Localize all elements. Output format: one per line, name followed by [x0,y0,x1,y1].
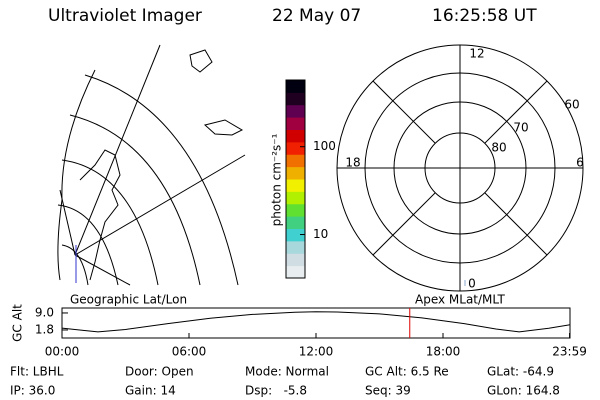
polar-label: Apex MLat/MLT [415,293,505,307]
colorbar-swatch [286,129,305,143]
colorbar-swatch [286,80,305,93]
polar-plot [336,44,584,292]
colorbar-swatch [286,265,305,279]
colorbar-swatch [286,253,305,267]
altitude-label: GC Alt [11,304,25,342]
mlt-label: 18 [345,156,360,170]
colorbar-swatch [286,216,305,229]
footer-field: GC Alt: 6.5 Re [365,365,449,379]
x-tick-label: 12:00 [299,345,334,359]
lat-label: 80 [491,141,506,155]
colorbar-swatch [286,141,305,155]
y-tick-label: 9.0 [35,305,54,319]
altitude-plot: 9.0 1.8 00:00 06:00 12:00 18:00 23:59 [35,305,587,358]
colorbar-swatch [286,179,305,192]
colorbar-swatch [286,166,305,180]
colorbar-swatch [286,92,305,106]
colorbar-swatch [286,117,305,130]
geographic-map [57,44,246,286]
footer-field: GLat: -64.9 [487,365,554,379]
map-label: Geographic Lat/Lon [70,293,187,307]
x-tick-label: 18:00 [426,345,461,359]
lat-label: 70 [513,121,528,135]
mlt-label: 6 [576,156,584,170]
time: 16:25:58 UT [432,6,537,26]
x-tick-label: 00:00 [45,345,80,359]
x-tick-label: 23:59 [552,345,587,359]
altitude-line [61,311,571,333]
footer-field: IP: 36.0 [10,384,55,398]
colorbar-swatch [286,154,305,168]
footer-field: Seq: 39 [365,384,411,398]
colorbar-swatch [286,240,305,254]
date: 22 May 07 [272,6,361,26]
y-tick-label: 1.8 [35,322,54,336]
colorbar-swatch [286,104,305,118]
colorbar-frame [285,79,306,279]
colorbar-swatch [286,191,305,205]
mlt-label: 0 [468,277,476,291]
lat-label: 60 [564,98,579,112]
colorbar-label: photon cm⁻²s⁻¹ [270,133,284,226]
title: Ultraviolet Imager [48,6,202,26]
colorbar-swatch [286,203,305,217]
footer-field: Mode: Normal [245,365,329,379]
colorbar-tick-label: 100 [313,139,336,153]
colorbar-tick-label: 10 [313,227,328,241]
footer-field: Door: Open [125,365,194,379]
x-tick-label: 06:00 [172,345,207,359]
colorbar: 10 100 [285,79,336,279]
footer-field: Flt: LBHL [10,365,64,379]
mlt-label: 12 [469,47,484,61]
footer-field: GLon: 164.8 [487,384,560,398]
footer-field: Dsp: -5.8 [245,384,307,398]
colorbar-swatch [286,228,305,242]
footer-field: Gain: 14 [125,384,176,398]
footer: Flt: LBHL Door: Open Mode: Normal GC Alt: 6… [10,365,560,398]
